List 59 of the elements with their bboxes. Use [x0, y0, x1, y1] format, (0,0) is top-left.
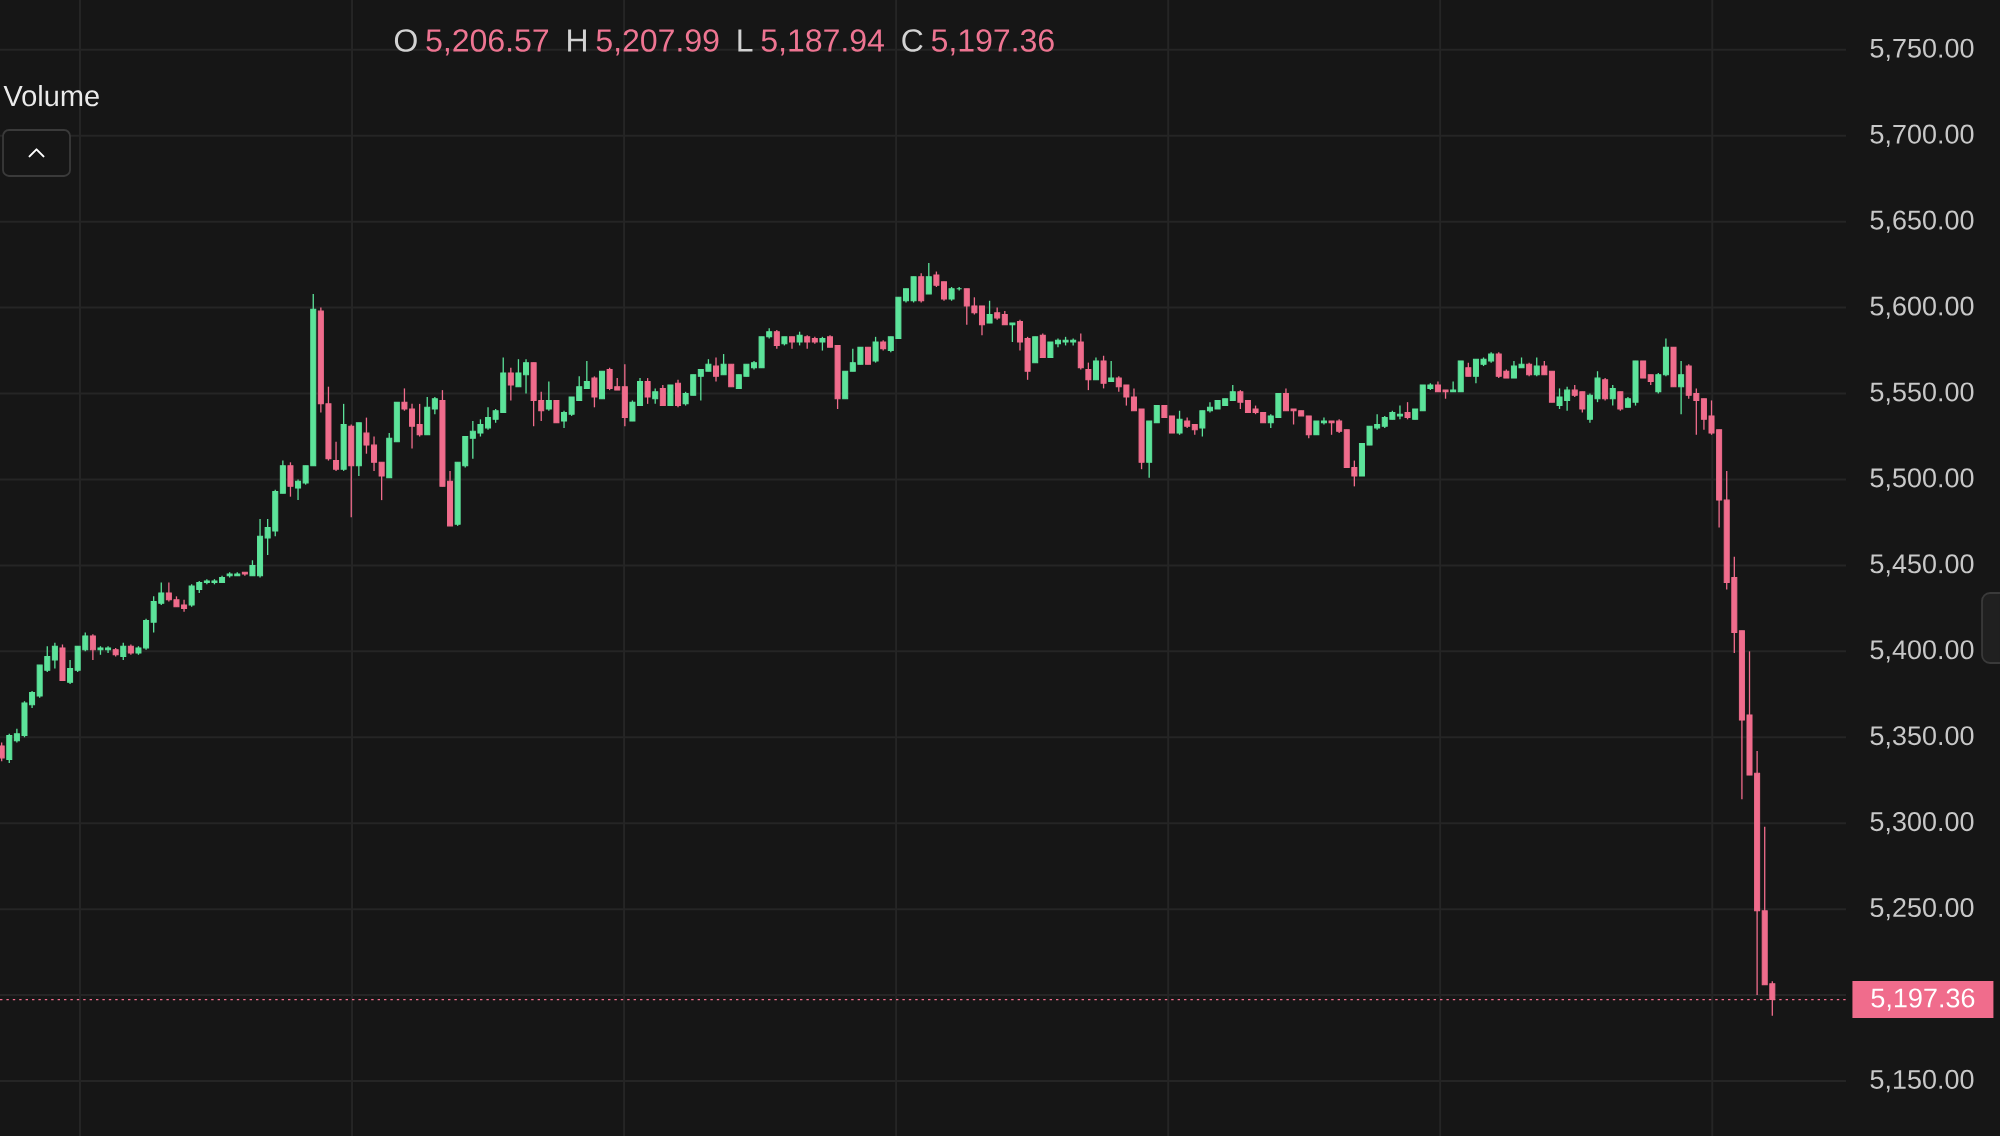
candlestick [1678, 360, 1685, 415]
candlestick [333, 441, 340, 472]
annotation: 5,187.94 [761, 29, 884, 56]
candlestick [1450, 380, 1457, 393]
candlestick [583, 360, 590, 390]
ref-line-label: 5,197.36 [1871, 988, 1975, 1011]
candlestick [1305, 415, 1312, 439]
y-tick-label: 5,600.00 [1870, 296, 1974, 319]
y-tick-label: 5,750.00 [1870, 38, 1974, 61]
candlestick [720, 353, 727, 376]
candlestick [1039, 332, 1046, 359]
candlestick [287, 461, 294, 498]
candlestick [545, 380, 552, 412]
candlestick [67, 659, 74, 685]
y-tick-label: 5,300.00 [1870, 812, 1974, 835]
candlestick [644, 377, 651, 405]
annotation: O [394, 29, 417, 52]
candlestick [659, 384, 666, 407]
annotation: 5,206.57 [426, 29, 549, 56]
y-tick-label: 5,450.00 [1870, 554, 1974, 577]
candlestick [507, 367, 514, 402]
annotation: Volume [3, 84, 99, 107]
candlestick [1609, 384, 1616, 407]
candlestick [1092, 356, 1099, 381]
y-tick-label: 5,550.00 [1870, 382, 1974, 405]
candlestick [675, 379, 682, 408]
y-tick-label: 5,700.00 [1870, 124, 1974, 147]
candlestick [872, 336, 879, 364]
candlestick [553, 399, 560, 424]
annotation: 5,207.99 [596, 29, 719, 56]
candlestick [1009, 322, 1016, 343]
candlestick [591, 375, 598, 408]
y-tick-label: 5,350.00 [1870, 726, 1974, 749]
annotation: C [902, 29, 923, 52]
annotation: H [568, 29, 586, 52]
candlestick [773, 329, 780, 350]
candlestick [1108, 360, 1115, 383]
candlestick [1176, 410, 1183, 436]
candlestick [986, 300, 993, 324]
candlestick [728, 363, 735, 388]
y-tick-label: 5,500.00 [1870, 468, 1974, 491]
candlestick [1533, 356, 1540, 378]
candlestick [1100, 355, 1107, 390]
y-tick-label: 5,250.00 [1870, 897, 1974, 921]
candlestick [713, 356, 720, 383]
candlestick [1085, 361, 1092, 391]
candlestick [1617, 391, 1624, 412]
y-tick-label: 5,150.00 [1870, 1069, 1974, 1093]
y-tick-label: 5,400.00 [1870, 640, 1974, 663]
candlestick [0, 741, 5, 762]
candlestick [1602, 377, 1609, 402]
annotation: L [738, 29, 753, 52]
candlestick [925, 262, 932, 295]
candlestick [51, 642, 58, 670]
annotation: 5,197.36 [931, 29, 1054, 56]
candlestick [667, 384, 674, 407]
candlestick [89, 633, 96, 661]
candlestick [1655, 372, 1662, 395]
y-tick-label: 5,650.00 [1870, 210, 1974, 233]
